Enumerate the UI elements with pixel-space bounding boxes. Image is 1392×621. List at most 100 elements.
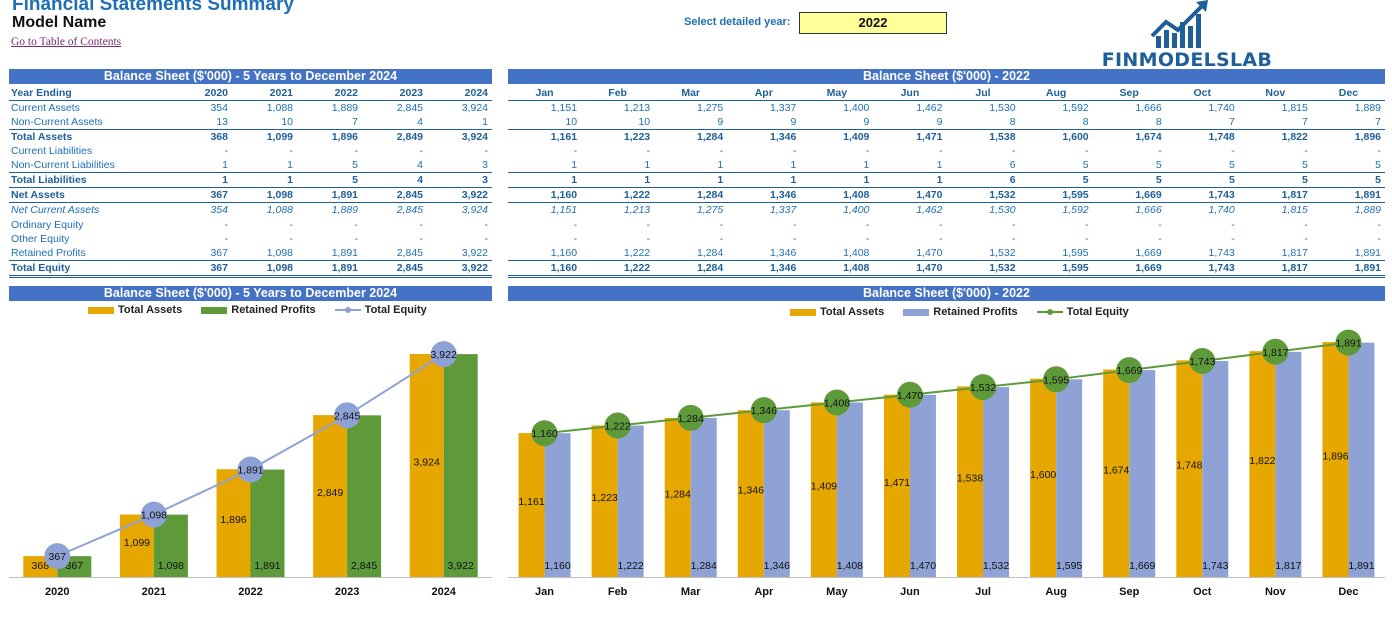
table-cell: 1,743 bbox=[1165, 260, 1239, 279]
table-row: 10 10 9 9 9 9 8 8 8 7 7 7 bbox=[508, 115, 1385, 130]
row-label: Current Assets bbox=[11, 102, 80, 114]
x-tick-label: Mar bbox=[681, 586, 701, 598]
table-cell: 1,337 bbox=[770, 204, 797, 217]
row-label: Other Equity bbox=[11, 232, 70, 245]
annual-balance-chart: 368 36720201,0991,09820211,8961,89120222,… bbox=[9, 341, 492, 598]
point-label-total-equity: 1,891 bbox=[1335, 338, 1361, 350]
table-row: Current Assets 354 1,088 1,889 2,845 3,924 bbox=[9, 101, 492, 116]
table-cell: - bbox=[938, 232, 943, 245]
bar-total-assets bbox=[1030, 378, 1057, 577]
legend-retained-profits: Retained Profits bbox=[201, 304, 316, 316]
table-cell: 1,223 bbox=[581, 129, 655, 144]
point-total-equity bbox=[430, 341, 457, 368]
table-row: 1,161 1,223 1,284 1,346 1,409 1,471 1,538 1,600… bbox=[508, 129, 1385, 144]
table-cell: 9 bbox=[790, 116, 797, 128]
table-cell: 3,922 bbox=[427, 260, 492, 279]
bar-label-total-assets: 1,896 bbox=[1322, 451, 1348, 463]
month-header: Nov bbox=[1238, 86, 1312, 101]
annual-table-band: Balance Sheet ($'000) - 5 Years to Decem… bbox=[9, 69, 492, 84]
table-cell: 1,592 bbox=[1062, 204, 1089, 217]
table-row: Total Liabilities 1 1 5 4 3 bbox=[9, 172, 492, 188]
table-cell: 3,924 bbox=[427, 129, 492, 144]
bar-label-total-assets: 1,284 bbox=[665, 488, 691, 500]
table-cell: 1,284 bbox=[696, 247, 724, 260]
table-cell: 1,669 bbox=[1092, 187, 1166, 204]
point-total-equity bbox=[823, 389, 850, 416]
bar-label-total-assets: 1,674 bbox=[1103, 464, 1129, 476]
table-cell: - bbox=[573, 145, 578, 158]
bar-retained-profits bbox=[909, 394, 936, 577]
table-cell: 2,849 bbox=[362, 129, 427, 144]
table-cell: 1,470 bbox=[873, 187, 947, 204]
bar-label-retained-profits: 1,222 bbox=[617, 560, 643, 572]
table-cell: 1,222 bbox=[623, 247, 651, 260]
table-of-contents-link[interactable]: Go to Table of Contents bbox=[11, 36, 122, 48]
table-cell: 10 bbox=[638, 116, 651, 128]
table-cell: 1 bbox=[508, 172, 582, 188]
row-label: Retained Profits bbox=[11, 247, 86, 260]
table-cell: 5 bbox=[1238, 172, 1312, 188]
table-cell: 1 bbox=[222, 159, 228, 172]
bar-total-assets bbox=[1176, 360, 1203, 577]
table-row: Non-Current Liabilities 1 1 5 4 3 bbox=[9, 158, 492, 173]
point-label-total-equity: 3,922 bbox=[431, 349, 457, 361]
bar-label-retained-profits: 367 bbox=[66, 560, 84, 572]
table-cell: 7 bbox=[1228, 116, 1235, 128]
table-cell: 1,471 bbox=[873, 129, 947, 144]
table-cell: - bbox=[646, 145, 651, 158]
table-cell: - bbox=[1158, 145, 1162, 158]
table-cell: 5 bbox=[1092, 172, 1166, 188]
table-row: Total Assets 368 1,099 1,896 2,849 3,924 bbox=[9, 129, 492, 144]
table-cell: 1,891 bbox=[1311, 260, 1385, 279]
table-cell: 1,284 bbox=[654, 129, 728, 144]
legend-total-assets: Total Assets bbox=[88, 304, 182, 316]
year-header: 2022 bbox=[297, 86, 362, 101]
table-cell: 1,098 bbox=[266, 247, 293, 260]
bar-total-assets bbox=[1322, 342, 1349, 577]
table-cell: 1,815 bbox=[1281, 204, 1308, 217]
table-cell: 2,845 bbox=[362, 187, 427, 204]
table-cell: 1,275 bbox=[696, 204, 724, 217]
table-cell: - bbox=[1012, 145, 1016, 158]
table-cell: 1,532 bbox=[946, 260, 1020, 279]
table-cell: 5 bbox=[1302, 159, 1308, 172]
bar-label-total-assets: 1,099 bbox=[124, 537, 150, 549]
table-cell: - bbox=[289, 232, 294, 245]
table-row: ------------ bbox=[508, 232, 1385, 246]
point-label-total-equity: 1,595 bbox=[1043, 374, 1069, 386]
bar-label-retained-profits: 1,098 bbox=[158, 560, 184, 572]
point-label-total-equity: 1,891 bbox=[237, 465, 263, 477]
bar-label-retained-profits: 1,891 bbox=[254, 560, 280, 572]
row-label: Net Assets bbox=[9, 187, 167, 204]
year-input[interactable]: 2022 bbox=[799, 12, 947, 34]
table-row: 1,160 1,222 1,284 1,346 1,408 1,470 1,532 1,595… bbox=[508, 246, 1385, 261]
bar-label-retained-profits: 1,669 bbox=[1129, 560, 1155, 572]
point-total-equity bbox=[1116, 357, 1143, 384]
table-cell: 1,896 bbox=[297, 129, 362, 144]
x-tick-label: Feb bbox=[608, 586, 628, 598]
table-cell: 2,845 bbox=[362, 260, 427, 279]
table-cell: 1 bbox=[936, 159, 943, 172]
table-cell: - bbox=[354, 145, 359, 158]
table-cell: 1,740 bbox=[1208, 204, 1235, 217]
x-tick-label: Nov bbox=[1265, 586, 1287, 598]
table-row: 1,151 1,213 1,275 1,337 1,400 1,462 1,530 1,592… bbox=[508, 203, 1385, 218]
table-cell: 4 bbox=[417, 116, 423, 128]
bar-retained-profits bbox=[690, 417, 717, 577]
table-cell: 9 bbox=[936, 116, 943, 128]
point-label-total-equity: 1,532 bbox=[970, 382, 996, 394]
table-cell: 1,674 bbox=[1092, 129, 1166, 144]
monthly-chart-legend: Total Assets Retained Profits Total Equi… bbox=[790, 306, 1145, 318]
table-cell: - bbox=[938, 218, 943, 231]
table-cell: 6 bbox=[946, 172, 1020, 188]
bar-label-retained-profits: 1,346 bbox=[764, 560, 790, 572]
bar-label-total-assets: 1,600 bbox=[1030, 469, 1056, 481]
monthly-balance-sheet-table: Jan Feb Mar Apr May Jun Jul Aug Sep Oct Nov Dec 1,15… bbox=[508, 86, 1385, 279]
bar-label-total-assets: 1,538 bbox=[957, 473, 983, 485]
point-total-equity bbox=[970, 374, 997, 401]
annual-chart-legend: Total Assets Retained Profits Total Equi… bbox=[88, 304, 443, 316]
bar-label-retained-profits: 2,845 bbox=[351, 560, 377, 572]
table-cell: 1 bbox=[644, 159, 651, 172]
table-row: 1,160 1,222 1,284 1,346 1,408 1,470 1,532 1,595… bbox=[508, 187, 1385, 204]
bar-label-retained-profits: 1,532 bbox=[983, 560, 1009, 572]
